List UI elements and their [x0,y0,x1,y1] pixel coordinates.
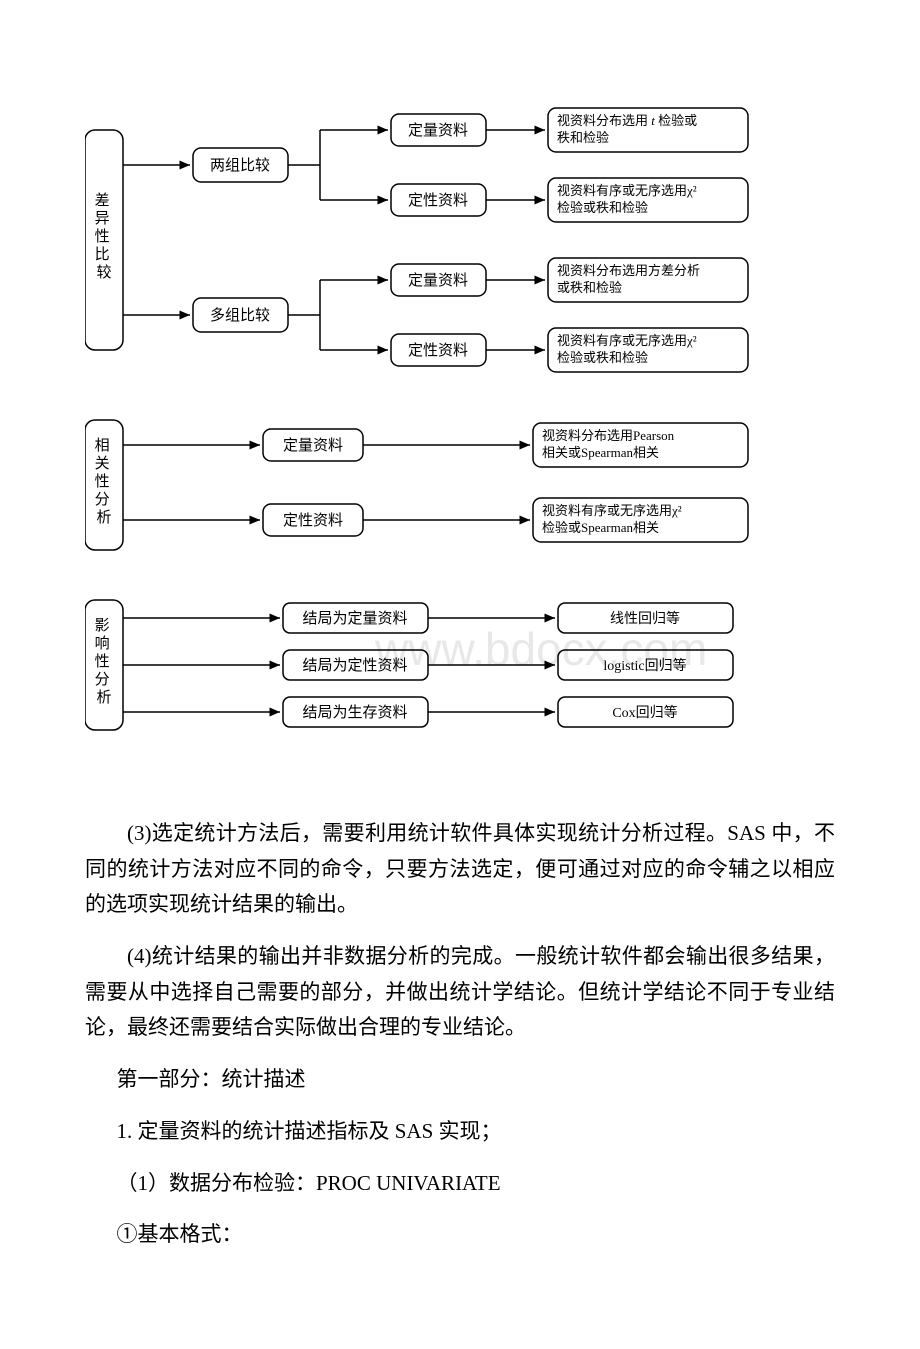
flowchart-svg: www.bdocx.com 差 异 性 比 较 两组比较 [85,100,835,760]
mid-label: 定性资料 [408,342,468,359]
result-label: 视资料有序或无序选用χ² 检验或Spearman相关 [542,503,685,535]
branch-label: 两组比较 [210,156,270,174]
body-text: (3)选定统计方法后，需要利用统计软件具体实现统计分析过程。SAS 中，不同的统… [0,816,920,1349]
result-label: 视资料分布选用方差分析 或秩和检验 [557,263,703,295]
paragraph-3: (3)选定统计方法后，需要利用统计软件具体实现统计分析过程。SAS 中，不同的统… [85,816,835,923]
root-label-1: 差 异 性 比 较 [95,192,114,281]
heading-sub1: （1）数据分布检验：PROC UNIVARIATE [85,1166,835,1202]
mid-label: 定量资料 [283,437,343,454]
mid-label: 定性资料 [283,512,343,529]
mid-label: 结局为生存资料 [302,704,407,721]
result-label: 视资料分布选用Pearson 相关或Spearman相关 [542,428,677,460]
mid-label: 结局为定量资料 [302,610,407,627]
mid-label: 结局为定性资料 [302,657,407,674]
root-label-2: 相 关 性 分 析 [95,437,114,526]
root-label-3: 影 响 性 分 析 [95,617,114,706]
result-label: 视资料有序或无序选用χ² 检验或秩和检验 [557,183,700,215]
paragraph-4: (4)统计结果的输出并非数据分析的完成。一般统计软件都会输出很多结果，需要从中选… [85,939,835,1046]
result-label: 视资料分布选用 t 检验或 秩和检验 [557,113,700,145]
heading-part1: 第一部分：统计描述 [85,1062,835,1098]
result-label: Cox回归等 [612,704,677,721]
branch-label: 多组比较 [210,306,270,324]
page: www.bdocx.com 差 异 性 比 较 两组比较 [0,0,920,1349]
mid-label: 定量资料 [408,122,468,139]
mid-label: 定量资料 [408,272,468,289]
flowchart-diagram: www.bdocx.com 差 异 性 比 较 两组比较 [0,0,920,800]
heading-subsub1: ①基本格式： [85,1217,835,1253]
result-label: 视资料有序或无序选用χ² 检验或秩和检验 [557,333,700,365]
result-label: logistic回归等 [603,657,686,674]
heading-item1: 1. 定量资料的统计描述指标及 SAS 实现； [85,1114,835,1150]
result-label: 线性回归等 [610,610,680,627]
mid-label: 定性资料 [408,192,468,209]
